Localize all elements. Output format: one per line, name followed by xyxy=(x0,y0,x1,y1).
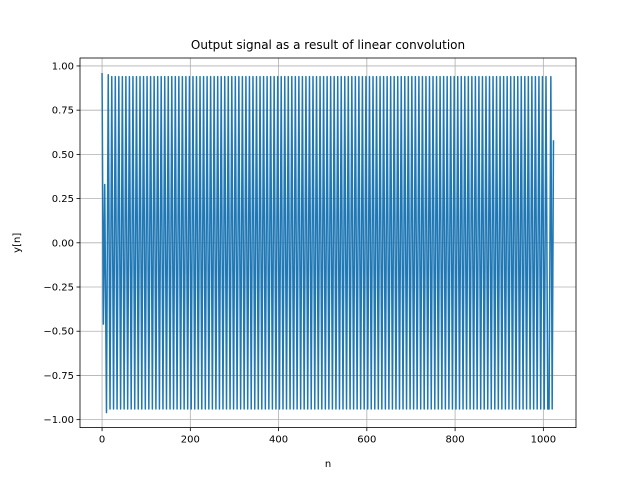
signal-series xyxy=(101,73,555,414)
y-tick-label: −0.25 xyxy=(43,283,74,294)
y-axis-label: y[n] xyxy=(12,233,23,253)
y-tick-label: −0.75 xyxy=(43,371,74,382)
y-tick-label: 0.00 xyxy=(52,238,74,249)
x-tick-label: 800 xyxy=(446,435,465,446)
y-axis: −1.00 −0.75 −0.50 −0.25 0.00 0.25 0.50 0.75 1.00 xyxy=(43,61,80,426)
y-tick-label: −0.50 xyxy=(43,327,74,338)
x-tick-label: 200 xyxy=(181,435,200,446)
chart-title: Output signal as a result of linear conv… xyxy=(191,38,465,52)
y-tick-label: 1.00 xyxy=(52,61,74,72)
y-tick-label: 0.25 xyxy=(52,194,74,205)
y-tick-label: 0.50 xyxy=(52,150,74,161)
y-tick-label: 0.75 xyxy=(52,106,74,117)
x-tick-label: 1000 xyxy=(531,435,556,446)
x-tick-label: 600 xyxy=(357,435,376,446)
y-tick-label: −1.00 xyxy=(43,415,74,426)
x-axis-label: n xyxy=(325,459,331,470)
x-axis: 0 200 400 600 800 1000 xyxy=(99,427,556,446)
x-tick-label: 400 xyxy=(269,435,288,446)
signal-line xyxy=(101,73,555,414)
x-tick-label: 0 xyxy=(99,435,105,446)
